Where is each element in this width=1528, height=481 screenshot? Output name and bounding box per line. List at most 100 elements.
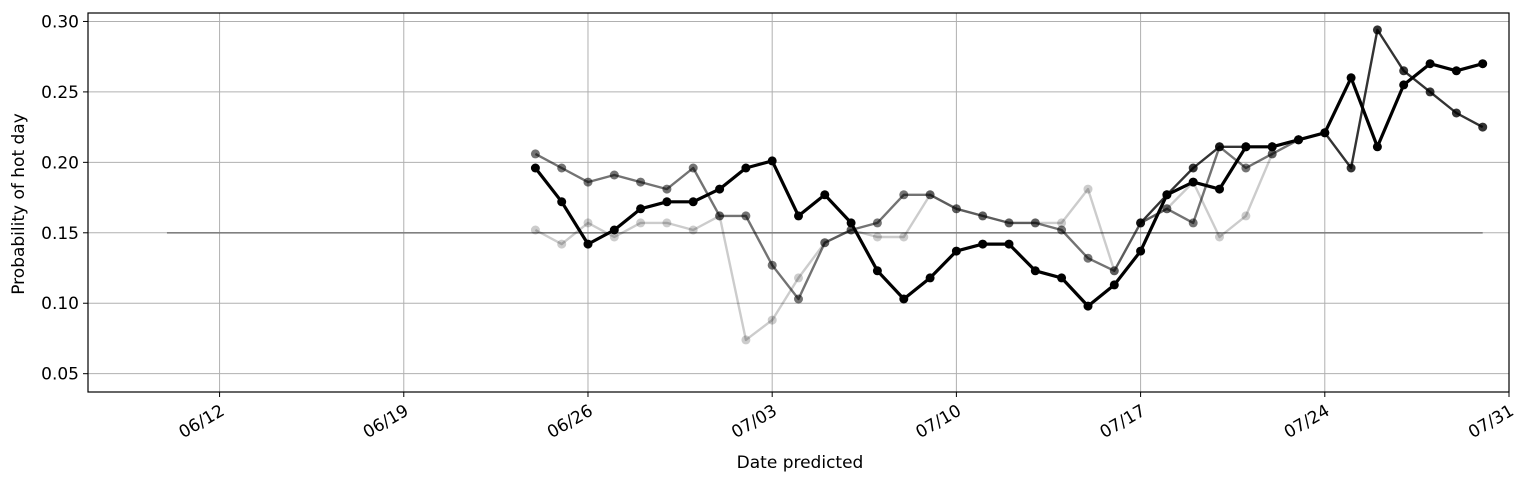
data-point: [872, 266, 882, 276]
data-point: [1188, 177, 1198, 187]
data-point: [1346, 73, 1356, 83]
data-point: [1083, 301, 1093, 311]
data-point: [951, 246, 961, 256]
y-tick-label: 0.20: [41, 153, 79, 173]
series-line: [534, 138, 1300, 301]
data-point: [1004, 239, 1014, 249]
data-point: [1030, 266, 1040, 276]
data-point: [767, 315, 777, 325]
data-point: [1399, 66, 1409, 76]
data-point: [925, 273, 935, 283]
data-point: [662, 218, 672, 228]
data-point: [583, 239, 593, 249]
data-point: [557, 239, 567, 249]
data-point: [636, 177, 646, 187]
data-point: [688, 163, 698, 173]
data-point: [1215, 232, 1224, 242]
data-point: [530, 163, 540, 173]
series-layer: [166, 25, 1488, 345]
data-point: [951, 204, 961, 214]
data-point: [1451, 66, 1461, 76]
data-point: [767, 260, 777, 270]
data-point: [1136, 246, 1146, 256]
plot-frame: [87, 12, 1510, 393]
data-point: [1320, 128, 1330, 138]
data-point: [1241, 163, 1251, 173]
data-point: [978, 211, 988, 221]
data-point: [846, 218, 856, 228]
data-point: [1083, 184, 1093, 194]
data-point: [662, 197, 672, 207]
data-point: [1030, 218, 1040, 228]
data-point: [1215, 184, 1224, 194]
data-point: [925, 190, 935, 200]
y-tick-label: 0.05: [41, 365, 79, 385]
data-point: [794, 294, 803, 304]
data-point: [1372, 25, 1382, 35]
data-point: [741, 335, 751, 345]
series-1: [530, 135, 1303, 304]
y-tick-label: 0.10: [41, 294, 79, 314]
data-point: [688, 197, 698, 207]
data-point: [636, 218, 646, 228]
data-point: [1188, 163, 1198, 173]
data-point: [872, 232, 882, 242]
data-point: [1057, 273, 1067, 283]
data-point: [609, 170, 619, 180]
data-point: [1215, 142, 1224, 152]
data-point: [899, 294, 909, 304]
data-point: [741, 163, 751, 173]
data-point: [688, 225, 698, 235]
data-point: [715, 184, 725, 194]
data-point: [1109, 280, 1119, 290]
data-point: [715, 211, 725, 221]
data-point: [1294, 135, 1303, 145]
data-point: [1267, 149, 1277, 159]
y-axis-title: Probability of hot day: [9, 113, 29, 295]
data-point: [1372, 142, 1382, 152]
data-point: [583, 177, 593, 187]
y-tick-label: 0.25: [41, 83, 79, 103]
data-point: [1083, 253, 1093, 263]
data-point: [899, 232, 909, 242]
data-point: [662, 184, 672, 194]
data-point: [557, 163, 567, 173]
data-point: [583, 218, 593, 228]
data-point: [1109, 266, 1119, 276]
data-point: [767, 156, 777, 166]
data-point: [1162, 190, 1172, 200]
data-point: [1451, 108, 1461, 118]
x-axis-title: Date predicted: [737, 453, 864, 473]
data-point: [794, 273, 803, 283]
data-point: [1425, 59, 1435, 69]
data-point: [741, 211, 751, 221]
data-point: [1057, 218, 1067, 228]
data-point: [609, 232, 619, 242]
data-point: [1004, 218, 1014, 228]
data-point: [1425, 87, 1435, 97]
data-point: [609, 225, 619, 235]
data-point: [1057, 225, 1067, 235]
data-point: [794, 211, 803, 221]
data-point: [1241, 211, 1251, 221]
data-point: [1136, 218, 1146, 228]
data-point: [820, 190, 830, 200]
data-point: [557, 197, 567, 207]
series-3: [530, 59, 1488, 311]
data-point: [1478, 59, 1488, 69]
data-point: [530, 149, 540, 159]
data-point: [978, 239, 988, 249]
y-tick-label: 0.30: [41, 12, 79, 32]
data-point: [1346, 163, 1356, 173]
data-point: [530, 225, 540, 235]
data-point: [1188, 218, 1198, 228]
y-tick-label: 0.15: [41, 224, 79, 244]
data-point: [1241, 142, 1251, 152]
data-point: [1478, 122, 1488, 132]
data-point: [872, 218, 882, 228]
data-point: [636, 204, 646, 214]
data-point: [1399, 80, 1409, 90]
data-point: [1162, 204, 1172, 214]
